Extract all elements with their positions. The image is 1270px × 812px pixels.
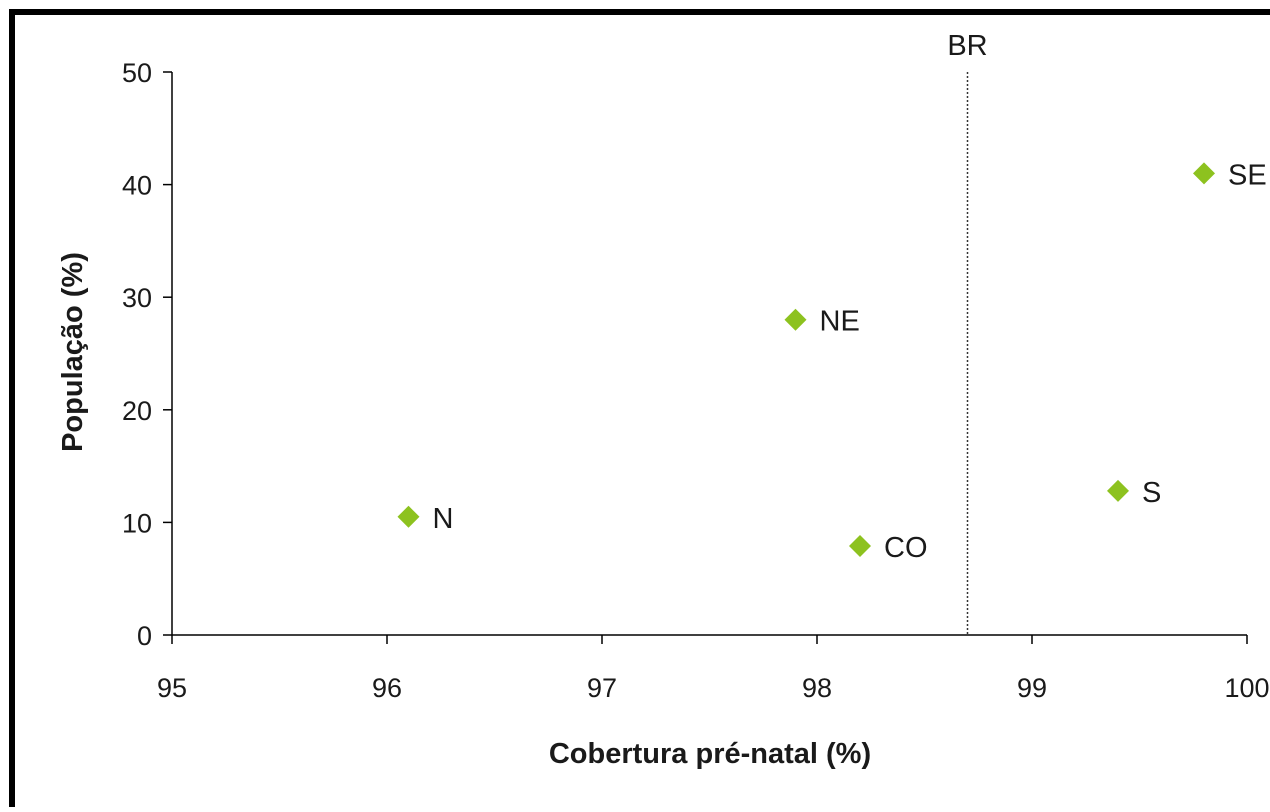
x-tick-label: 96 [372, 673, 402, 703]
reference-line-label: BR [947, 30, 987, 62]
points-layer: N NE CO S SE [397, 159, 1267, 564]
y-tick-label: 20 [122, 396, 152, 426]
data-point-label: S [1142, 477, 1161, 509]
data-point [784, 308, 807, 331]
y-axis-title: População (%) [57, 252, 89, 452]
y-tick-label: 10 [122, 508, 152, 538]
x-tick-label: 97 [587, 673, 617, 703]
data-point-label: CO [884, 532, 928, 564]
x-axis-title: Cobertura pré-natal (%) [549, 738, 871, 770]
data-point [849, 535, 871, 558]
chart-border [9, 9, 1270, 812]
y-tick-label: 50 [122, 58, 152, 88]
x-tick-label: 95 [157, 673, 187, 703]
y-tick-label: 30 [122, 283, 152, 313]
data-point-label: NE [820, 306, 860, 338]
data-point [1193, 162, 1215, 185]
data-point-label: N [433, 503, 454, 535]
x-tick-label: 99 [1017, 673, 1047, 703]
reference-layer: BR [947, 30, 988, 635]
y-tick-label: 0 [137, 621, 152, 651]
axes: 0 10 20 30 40 50 95 96 97 98 99 100 [122, 58, 1270, 703]
data-point [397, 505, 420, 528]
data-point [1107, 479, 1129, 502]
x-tick-label: 100 [1224, 673, 1269, 703]
data-point-label: SE [1228, 159, 1267, 191]
x-tick-label: 98 [802, 673, 832, 703]
y-tick-label: 40 [122, 171, 152, 201]
